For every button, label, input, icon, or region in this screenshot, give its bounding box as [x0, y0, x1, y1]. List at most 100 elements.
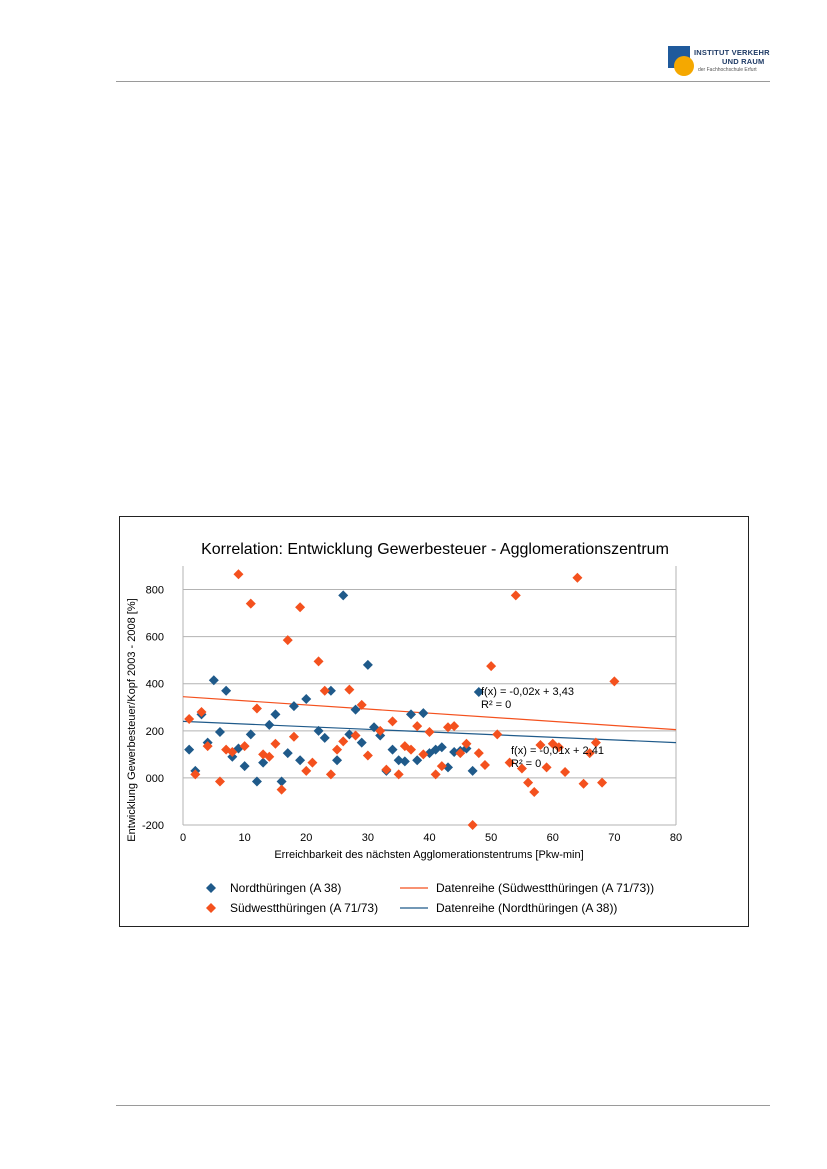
y-axis-label: Entwicklung Gewerbesteuer/Kopf 2003 - 20… [126, 598, 138, 841]
data-point-diamond [590, 737, 601, 748]
data-point-diamond [442, 762, 453, 773]
chart-frame: Korrelation: Entwicklung Gewerbesteuer -… [119, 516, 749, 927]
data-point-diamond [239, 761, 250, 772]
y-tick-label: 600 [146, 632, 164, 644]
data-point-diamond [295, 602, 306, 613]
y-tick-label: 000 [146, 773, 164, 785]
data-point-diamond [393, 769, 404, 780]
data-point-diamond [418, 749, 429, 760]
data-point-diamond [325, 769, 336, 780]
header-rule [116, 81, 770, 82]
x-tick-label: 30 [362, 832, 374, 844]
data-point-diamond [523, 777, 534, 788]
data-point-diamond [473, 748, 484, 759]
data-point-diamond [276, 784, 287, 795]
data-point-diamond [597, 777, 608, 788]
y-axis: -200 000 200 400 600 800 [142, 585, 164, 832]
data-point-diamond [572, 572, 583, 583]
data-point-diamond [553, 742, 564, 753]
trendline-r2: R² = 0 [511, 758, 541, 770]
data-point-diamond [184, 744, 195, 755]
legend-label: Datenreihe (Nordthüringen (A 38)) [436, 901, 617, 915]
data-point-diamond [412, 755, 423, 766]
data-point-diamond [301, 694, 312, 705]
data-point-diamond [313, 725, 324, 736]
data-point-diamond [270, 709, 281, 720]
x-tick-label: 80 [670, 832, 682, 844]
data-point-diamond [362, 750, 373, 761]
data-point-diamond [406, 744, 417, 755]
data-point-diamond [350, 704, 361, 715]
data-point-diamond [424, 726, 435, 737]
data-point-diamond [375, 725, 386, 736]
data-point-diamond [208, 675, 219, 686]
data-point-diamond [492, 729, 503, 740]
data-point-diamond [221, 685, 232, 696]
data-point-diamond [584, 748, 595, 759]
data-point-diamond [276, 776, 287, 787]
logo-circle-icon [674, 56, 694, 76]
data-point-diamond [325, 685, 336, 696]
data-point-diamond [288, 731, 299, 742]
data-point-diamond [473, 686, 484, 697]
data-point-diamond [332, 744, 343, 755]
data-point-diamond [307, 757, 318, 768]
data-point-diamond [227, 747, 238, 758]
x-axis: 0 10 20 30 40 50 60 70 80 [180, 832, 682, 844]
data-point-diamond [535, 739, 546, 750]
data-point-diamond [436, 742, 447, 753]
data-point-diamond [245, 729, 256, 740]
data-point-diamond [504, 757, 515, 768]
x-tick-label: 20 [300, 832, 312, 844]
data-point-diamond [202, 741, 213, 752]
chart-title: Korrelation: Entwicklung Gewerbesteuer -… [201, 541, 669, 558]
data-point-diamond [362, 659, 373, 670]
x-tick-label: 10 [239, 832, 251, 844]
x-tick-label: 70 [608, 832, 620, 844]
data-point-diamond [264, 719, 275, 730]
data-point-diamond [251, 703, 262, 714]
data-point-diamond [387, 716, 398, 727]
data-point-diamond [461, 738, 472, 749]
footer-rule [116, 1105, 770, 1106]
data-point-diamond [436, 761, 447, 772]
data-point-diamond [399, 756, 410, 767]
x-tick-label: 50 [485, 832, 497, 844]
legend-marker-diamond [206, 903, 216, 913]
data-point-diamond [356, 737, 367, 748]
x-tick-label: 40 [423, 832, 435, 844]
trendline-equation: f(x) = -0,02x + 3,43 [481, 686, 574, 698]
data-point-diamond [467, 820, 478, 830]
data-point-diamond [412, 721, 423, 732]
data-point-diamond [251, 776, 262, 787]
data-point-diamond [418, 708, 429, 719]
logo-line3: der Fachhochschule Erfurt [698, 67, 757, 73]
data-point-diamond [449, 721, 460, 732]
data-point-diamond [184, 714, 195, 725]
data-point-diamond [486, 661, 497, 672]
legend: Nordthüringen (A 38) Südwestthüringen (A … [206, 881, 654, 915]
data-point-diamond [282, 748, 293, 759]
data-point-diamond [467, 765, 478, 776]
legend-label: Südwestthüringen (A 71/73) [230, 901, 378, 915]
data-point-diamond [264, 751, 275, 762]
data-point-diamond [387, 744, 398, 755]
data-point-diamond [313, 656, 324, 667]
x-tick-label: 0 [180, 832, 186, 844]
institute-logo: INSTITUT VERKEHR UND RAUM der Fachhochsc… [668, 46, 772, 80]
y-tick-label: -200 [142, 820, 164, 832]
legend-marker-diamond [206, 883, 216, 893]
data-point-diamond [516, 763, 527, 774]
data-point-diamond [344, 684, 355, 695]
data-point-diamond [399, 741, 410, 752]
data-point-diamond [214, 776, 225, 787]
data-point-diamond [301, 765, 312, 776]
data-points [184, 569, 620, 830]
scatter-chart: Korrelation: Entwicklung Gewerbesteuer -… [126, 541, 682, 915]
logo-line2: UND RAUM [722, 57, 765, 66]
data-point-diamond [609, 676, 620, 687]
data-point-diamond [332, 755, 343, 766]
data-point-diamond [295, 755, 306, 766]
data-point-diamond [560, 767, 571, 778]
